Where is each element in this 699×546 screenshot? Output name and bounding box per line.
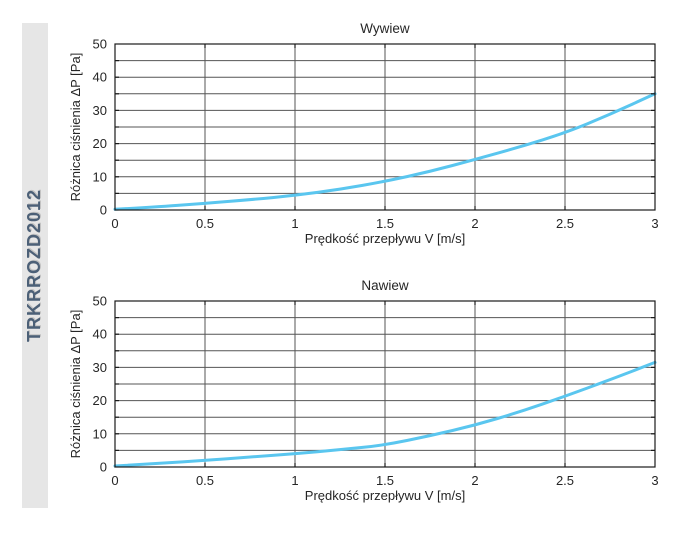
x-tick-label: 3: [651, 216, 658, 231]
series-curve: [113, 360, 657, 468]
y-tick-label: 20: [93, 136, 107, 151]
x-tick-label: 1.5: [376, 216, 394, 231]
gridlines: [115, 301, 655, 467]
chart-wywiew: Wywiew 0 0.5 1 1.5 2 2.5 3 0 10 20 30 40 50 Prędkość p…: [0, 2, 699, 250]
chart-nawiew: Nawiew 0 0.5 1 1.5 2 2.5 3 0 10 20 30 40 50 Prędkość p…: [0, 259, 699, 507]
x-tick-label: 1: [291, 216, 298, 231]
y-axis-label: Różnica ciśnienia ΔP [Pa]: [68, 310, 83, 459]
x-axis-label: Prędkość przepływu V [m/s]: [305, 231, 465, 246]
y-tick-label: 10: [93, 169, 107, 184]
gridlines: [115, 44, 655, 210]
y-tick-label: 0: [100, 460, 107, 475]
y-tick-label: 50: [93, 294, 107, 309]
x-tick-label: 3: [651, 473, 658, 488]
x-tick-label: 1.5: [376, 473, 394, 488]
x-tick-label: 2: [471, 473, 478, 488]
product-code-strip: TRKRROZD2012: [22, 23, 48, 508]
x-axis-label: Prędkość przepływu V [m/s]: [305, 488, 465, 503]
x-tick-label: 1: [291, 473, 298, 488]
x-tick-label: 2: [471, 216, 478, 231]
x-tick-label: 0.5: [196, 216, 214, 231]
x-tick-label: 2.5: [556, 473, 574, 488]
x-tick-label: 0: [111, 216, 118, 231]
chart-title: Wywiew: [360, 21, 410, 36]
x-tick-label: 0.5: [196, 473, 214, 488]
tick-marks: [115, 44, 655, 210]
y-tick-label: 30: [93, 360, 107, 375]
y-tick-label: 10: [93, 426, 107, 441]
x-tick-label: 0: [111, 473, 118, 488]
chart-title: Nawiew: [361, 278, 409, 293]
tick-marks: [115, 301, 655, 467]
y-tick-label: 40: [93, 70, 107, 85]
y-tick-label: 50: [93, 37, 107, 52]
y-tick-label: 0: [100, 203, 107, 218]
y-axis-label: Różnica ciśnienia ΔP [Pa]: [68, 53, 83, 202]
x-tick-label: 2.5: [556, 216, 574, 231]
series-curve: [113, 92, 657, 211]
y-tick-label: 20: [93, 393, 107, 408]
y-tick-label: 30: [93, 103, 107, 118]
y-tick-label: 40: [93, 327, 107, 342]
